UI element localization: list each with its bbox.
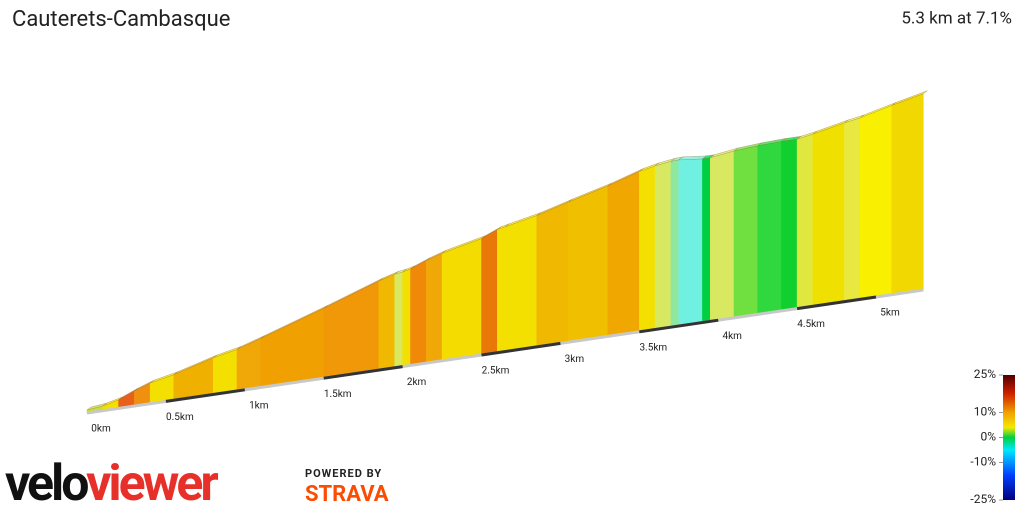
legend-label: -25% [970, 492, 996, 506]
gradient-strip [402, 268, 411, 367]
logo-velo: velo [5, 455, 88, 512]
x-tick-label: 3.5km [639, 342, 667, 353]
gradient-strip [844, 117, 861, 302]
gradient-strip [812, 122, 845, 307]
legend-label: 10% [974, 405, 996, 419]
gradient-strip [891, 93, 924, 295]
gradient-strip [654, 161, 672, 330]
gradient-strip [426, 252, 443, 364]
x-tick-label: 1.5km [324, 389, 352, 400]
x-tick-label: 4.5km [797, 319, 825, 330]
gradient-strip [702, 157, 711, 323]
x-tick-label: 3km [565, 354, 585, 365]
x-tick-label: 1km [249, 400, 269, 411]
gradient-strip [497, 226, 506, 353]
gradient-strip [678, 158, 703, 327]
gradient-strip [796, 133, 814, 309]
gradient-strip [260, 307, 324, 388]
gradient-strip [781, 138, 798, 312]
gradient-strip [481, 229, 498, 356]
gradient-strip [378, 273, 395, 371]
strava: STRAVA [305, 482, 389, 507]
x-tick-label: 0.5km [166, 412, 194, 423]
logo-viewer: viewer [86, 455, 218, 512]
x-tick-label: 2.5km [482, 366, 510, 377]
x-tick-label: 4km [722, 331, 742, 342]
logo: veloviewer [5, 455, 218, 512]
gradient-strip [504, 215, 537, 352]
gradient-strip [410, 260, 427, 366]
gradient-strip [536, 201, 569, 348]
distance-band [481, 341, 561, 357]
subtitle: 5.3 km at 7.1% [901, 8, 1012, 28]
distance-band [796, 295, 877, 311]
gradient-strip [568, 185, 608, 343]
x-tick-label: 2km [407, 377, 427, 388]
legend-bar [1003, 375, 1015, 500]
legend-label: 0% [980, 430, 996, 444]
distance-band [165, 388, 246, 403]
x-tick-label: 0km [91, 424, 111, 435]
distance-band [323, 365, 403, 380]
gradient-strip [607, 171, 640, 337]
x-tick-label: 5km [880, 308, 900, 319]
distance-band [639, 318, 719, 334]
gradient-strip [710, 150, 735, 322]
gradient-strip [670, 159, 679, 328]
gradient-strip [441, 238, 482, 362]
strip-top [891, 90, 928, 106]
legend-label: -10% [970, 455, 996, 469]
gradient-strip [394, 271, 403, 369]
legend-label: 25% [974, 367, 996, 381]
gradient-strip [859, 105, 893, 300]
gradient-strip [323, 280, 380, 379]
gradient-strip [733, 145, 758, 319]
powered-by: POWERED BY [305, 467, 382, 480]
title: Cauterets-Cambasque [12, 7, 230, 32]
gradient-strip [639, 165, 656, 333]
gradient-strip [757, 141, 782, 315]
